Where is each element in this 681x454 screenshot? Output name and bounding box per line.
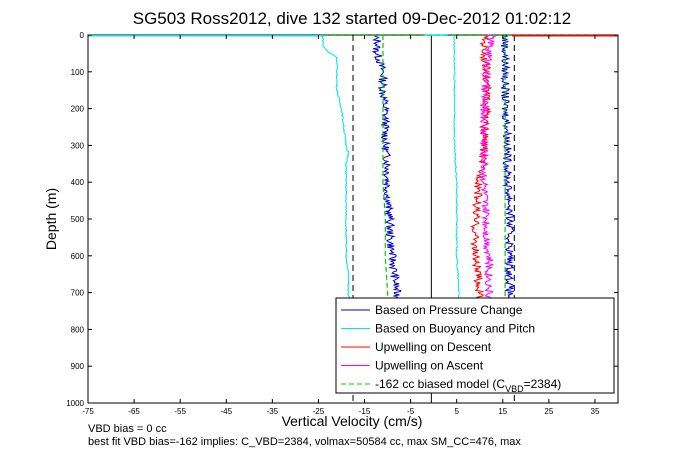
legend-box: [335, 297, 615, 394]
y-tick-label: 500: [71, 215, 85, 224]
series-line: [500, 34, 515, 308]
series-line: [371, 34, 402, 308]
x-tick-label: 35: [591, 407, 600, 416]
y-tick-label: 300: [71, 141, 85, 150]
legend: Based on Pressure Change Based on Buoyanc…: [335, 297, 615, 394]
legend-label: Upwelling on Descent: [375, 340, 492, 354]
x-tick-label: -25: [313, 407, 325, 416]
footnote-best-fit: best fit VBD bias=-162 implies: C_VBD=23…: [88, 436, 521, 448]
y-tick-label: 800: [71, 325, 85, 334]
legend-label: Based on Pressure Change: [375, 303, 523, 317]
x-tick-label: -65: [128, 407, 140, 416]
series-group: [88, 34, 618, 308]
series-line: [478, 34, 497, 308]
series-line: [453, 34, 461, 308]
y-tick-label: 100: [71, 68, 85, 77]
x-axis-label: Vertical Velocity (cm/s): [282, 413, 423, 429]
chart-title: SG503 Ross2012, dive 132 started 09-Dec-…: [133, 9, 572, 28]
x-tick-label: -75: [82, 407, 94, 416]
legend-label: Based on Buoyancy and Pitch: [375, 322, 535, 336]
x-tick-label: -55: [174, 407, 186, 416]
y-tick-label: 1000: [66, 399, 84, 408]
y-axis-label: Depth (m): [43, 188, 59, 250]
x-tick-label: -35: [267, 407, 279, 416]
y-tick-label: 0: [80, 31, 85, 40]
series-line: [382, 35, 389, 308]
x-tick-label: 15: [498, 407, 507, 416]
x-tick-label: -45: [220, 407, 232, 416]
x-tick-label: 5: [454, 407, 459, 416]
y-tick-label: 200: [71, 105, 85, 114]
x-tick-label: 25: [544, 407, 553, 416]
x-tick-label: -5: [407, 407, 415, 416]
legend-label: Upwelling on Ascent: [375, 359, 484, 373]
x-tick-label: -15: [359, 407, 371, 416]
series-line: [321, 34, 352, 308]
y-tick-label: 400: [71, 178, 85, 187]
axis-ticks: -75 -65 -55 -45 -35 -25 -15 -5 5 15 25 350100200300…: [66, 31, 618, 416]
series-line: [469, 34, 493, 308]
y-tick-label: 700: [71, 289, 85, 298]
footnote-vbd-bias: VBD bias = 0 cc: [88, 423, 167, 435]
y-tick-label: 900: [71, 362, 85, 371]
y-tick-label: 600: [71, 252, 85, 261]
